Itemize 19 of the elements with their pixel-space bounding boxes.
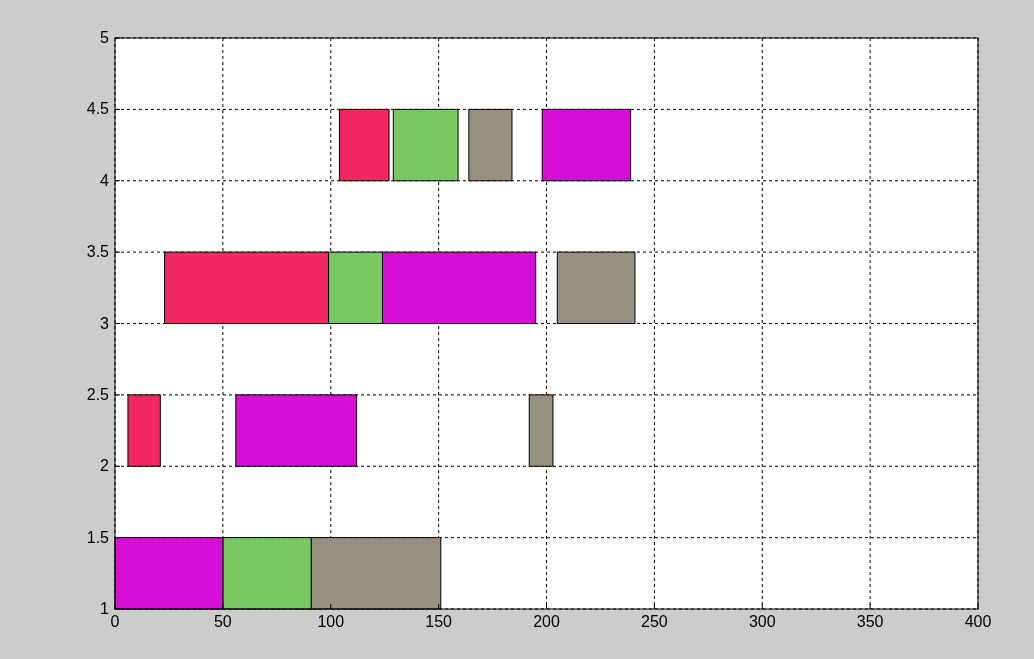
bar: [127, 394, 161, 467]
y-tick-label: 2: [100, 457, 110, 475]
y-tick-label: 3: [100, 314, 110, 332]
y-tick-label: 1.5: [86, 528, 110, 546]
y-tick-label: 4.5: [86, 100, 110, 118]
y-tick-label: 1: [100, 600, 110, 617]
x-tick-label: 300: [748, 613, 776, 630]
x-tick-label: 0: [110, 613, 120, 630]
y-tick-label: 2.5: [86, 385, 110, 403]
x-tick-label: 250: [641, 613, 668, 630]
y-tick-label: 3.5: [86, 243, 110, 261]
x-tick-label: 150: [425, 613, 453, 630]
x-tick-label: 350: [856, 613, 884, 630]
x-tick-label: 50: [213, 613, 232, 630]
y-tick-label: 4: [100, 171, 110, 189]
x-tick-label: 200: [533, 613, 560, 630]
y-tick-label: 5: [100, 29, 110, 46]
x-tick-label: 100: [317, 613, 345, 630]
x-tick-label: 400: [964, 613, 992, 630]
